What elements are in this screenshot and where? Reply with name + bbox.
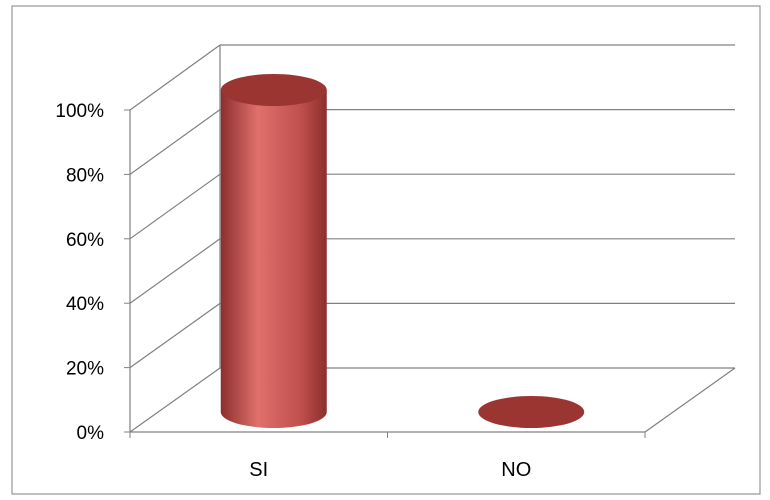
bars [220, 74, 585, 428]
y-tick-label: 80% [66, 165, 104, 186]
side-gridline [129, 173, 221, 240]
chart-border [11, 5, 761, 495]
y-tick-label: 0% [77, 423, 105, 444]
y-tick-labels: 0% 20% 40% 60% 80% 100% [55, 101, 104, 444]
side-gridline [129, 109, 221, 175]
y-tick-label: 20% [66, 359, 104, 380]
side-gridline [129, 302, 221, 369]
side-gridline [129, 367, 221, 433]
side-gridline [129, 44, 221, 111]
bar-body [220, 90, 327, 428]
bar-no [478, 396, 585, 428]
floor-right-edge [644, 367, 736, 433]
side-gridline [129, 238, 221, 304]
x-category-labels: SI NO [249, 459, 531, 481]
y-tick-label: 100% [55, 101, 104, 122]
y-tick-label: 40% [66, 294, 104, 315]
x-category-label: SI [249, 459, 268, 481]
x-category-label: NO [501, 459, 531, 481]
bar-si [220, 74, 327, 428]
bar-top [220, 74, 327, 106]
bar-top [478, 396, 585, 428]
axes [124, 109, 736, 438]
y-tick-label: 60% [66, 230, 104, 251]
